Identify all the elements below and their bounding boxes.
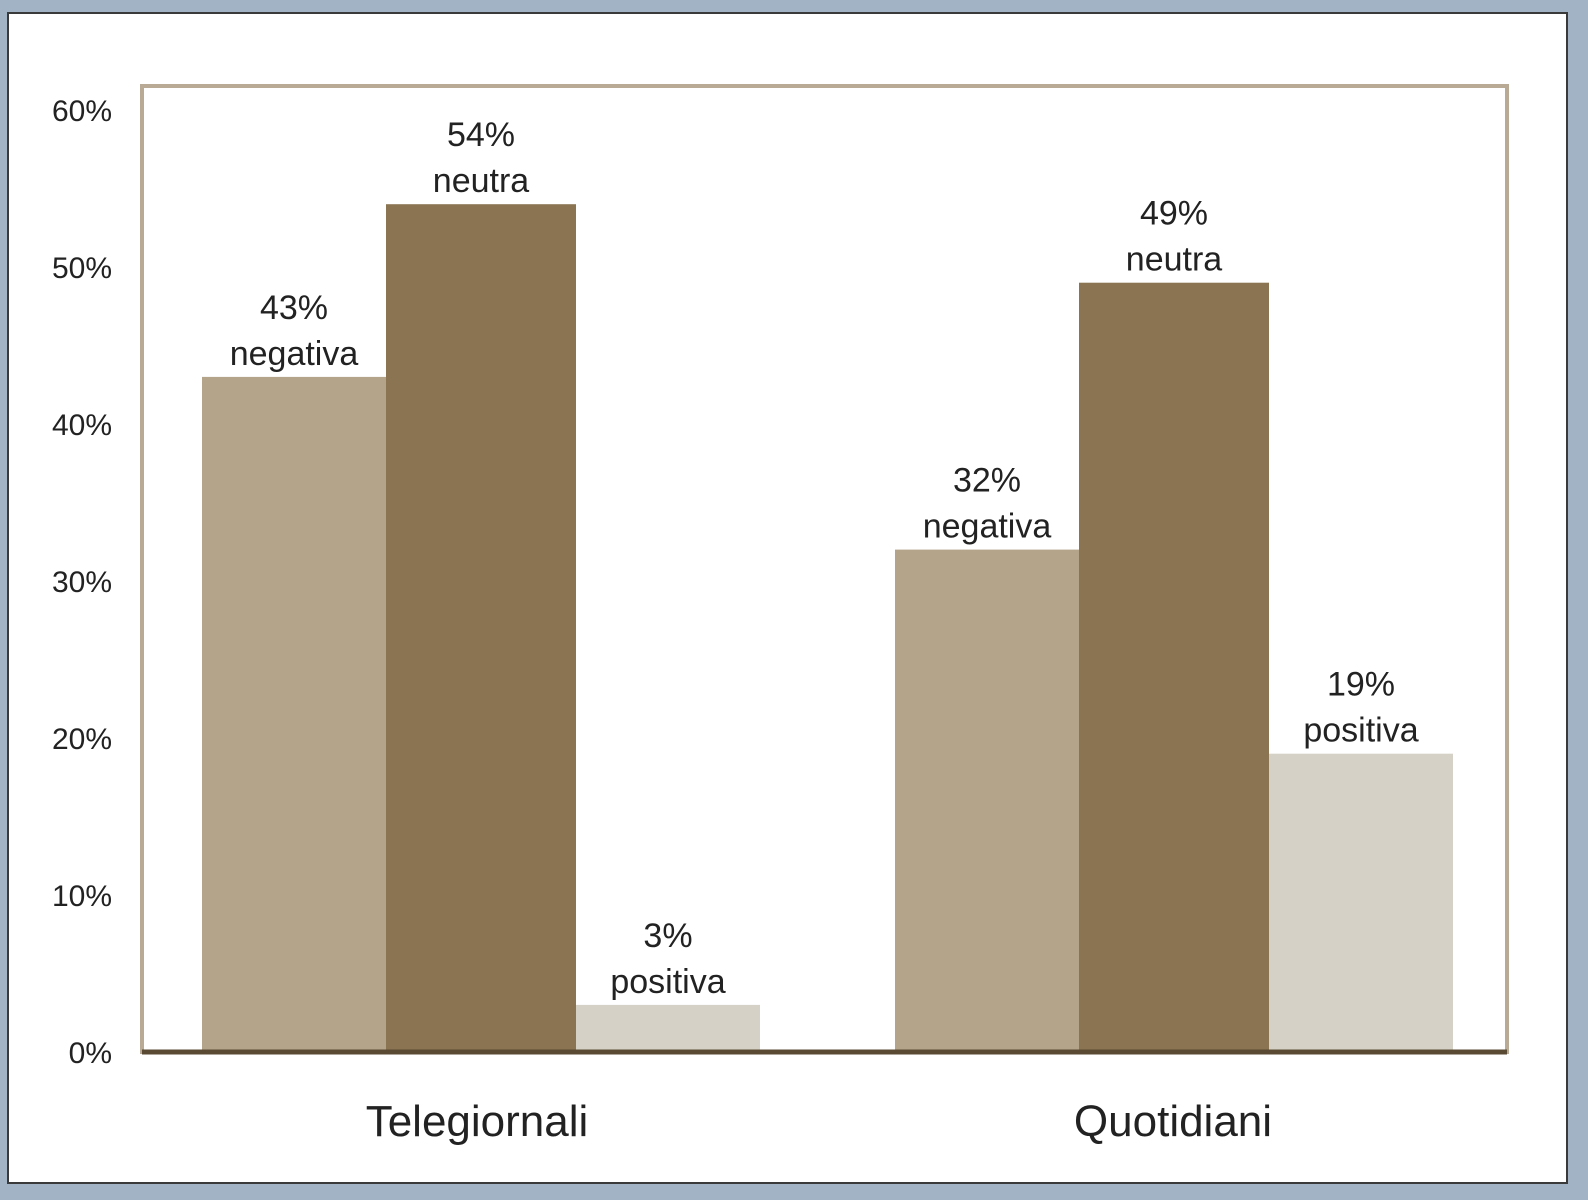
y-axis-ticks: 0% 10% 20% 30% 40% 50% 60% — [52, 95, 112, 1070]
data-label-value: 3% — [643, 917, 692, 955]
y-tick-label: 30% — [52, 566, 112, 599]
data-label-text: positiva — [610, 963, 725, 1001]
data-label-text: positiva — [1303, 712, 1418, 750]
data-label-text: neutra — [433, 162, 529, 200]
bar-chart: 0% 10% 20% 30% 40% 50% 60% 43% negativa 54% neutr… — [52, 84, 1509, 1146]
data-label-value: 19% — [1327, 666, 1395, 704]
data-label-value: 49% — [1140, 195, 1208, 233]
y-tick-label: 10% — [52, 880, 112, 913]
data-label-text: negativa — [923, 508, 1052, 546]
data-label-text: neutra — [1126, 241, 1222, 279]
x-category-label: Quotidiani — [1074, 1097, 1272, 1146]
y-tick-label: 0% — [69, 1037, 112, 1070]
bars — [202, 204, 1453, 1052]
data-label-value: 43% — [260, 289, 328, 327]
bar-quotidiani-neutra — [1079, 282, 1269, 1052]
chart-frame: 0% 10% 20% 30% 40% 50% 60% 43% negativa 54% neutr… — [7, 12, 1568, 1184]
y-tick-label: 40% — [52, 409, 112, 442]
data-label-value: 32% — [953, 462, 1021, 500]
y-tick-label: 50% — [52, 252, 112, 285]
y-tick-label: 20% — [52, 723, 112, 756]
bar-telegiornali-neutra — [386, 204, 576, 1052]
bar-telegiornali-positiva — [576, 1004, 760, 1052]
y-tick-label: 60% — [52, 95, 112, 128]
x-axis-labels: Telegiornali Quotidiani — [366, 1097, 1272, 1146]
x-category-label: Telegiornali — [366, 1097, 589, 1146]
data-labels: 43% negativa 54% neutra 3% positiva 32% negativ… — [230, 116, 1419, 1001]
data-label-value: 54% — [447, 116, 515, 154]
bar-quotidiani-negativa — [895, 549, 1079, 1052]
bar-quotidiani-positiva — [1269, 753, 1453, 1052]
bar-telegiornali-negativa — [202, 376, 386, 1052]
data-label-text: negativa — [230, 335, 359, 373]
